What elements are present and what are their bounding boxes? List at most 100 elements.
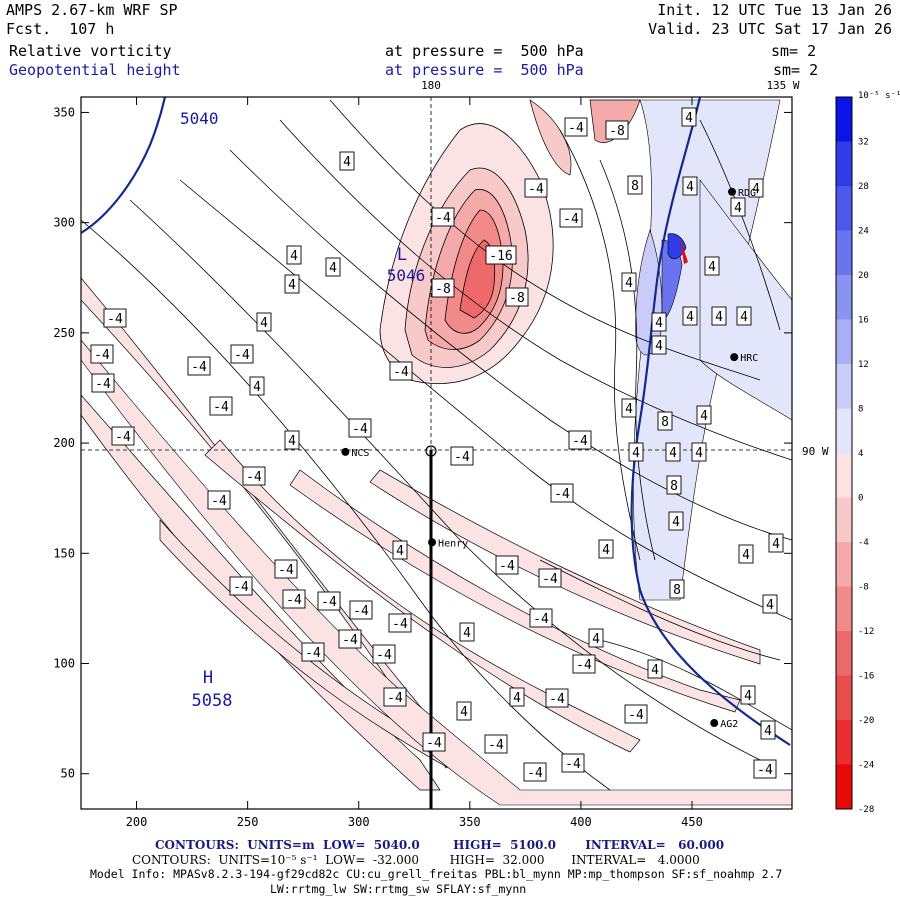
contour-label-box (284, 430, 300, 450)
colorbar-swatch (836, 497, 852, 543)
colorbar-swatch (836, 631, 852, 676)
contour-label-box (748, 178, 764, 198)
contour-label-box (588, 628, 604, 648)
contour-label: 4 (772, 537, 780, 552)
y-tick-label: 250 (53, 326, 75, 340)
contour-label: -4 (191, 360, 207, 375)
contour-label: -4 (321, 595, 337, 610)
contour-label-box (621, 398, 637, 418)
contour-label: 4 (686, 310, 694, 325)
contour-label: 8 (631, 179, 639, 194)
station-marker (730, 353, 739, 362)
contour-label: 4 (463, 626, 471, 641)
contour-label-box (651, 335, 667, 355)
contour-label: 4 (625, 402, 633, 417)
contour-label: 4 (288, 278, 296, 293)
contour-label-box (711, 306, 727, 326)
footer-height-contours: CONTOURS: UNITS=m LOW= 5040.0 HIGH= 5100… (155, 838, 725, 852)
colorbar-tick-label: -28 (858, 805, 874, 815)
low-letter: L (397, 245, 407, 265)
contour-label: 4 (742, 548, 750, 563)
contour-label-box (282, 589, 306, 609)
contour-label: 4 (632, 446, 640, 461)
colorbar-swatch (836, 675, 852, 721)
contour-label: 4 (686, 180, 694, 195)
y-tick-label: 50 (61, 767, 75, 781)
contour-label: 4 (734, 201, 742, 216)
x-tick-label: 250 (237, 815, 259, 829)
field2-name: Geopotential height (9, 61, 181, 79)
station-label: NCS (351, 448, 369, 459)
colorbar-swatch (836, 586, 852, 632)
contour-label-box (545, 688, 569, 708)
contour-label-box (103, 308, 127, 328)
station-label: HRC (740, 353, 758, 364)
contour-label-box (459, 622, 475, 642)
contour-label-box (456, 701, 472, 721)
contour-label: 4 (685, 111, 693, 126)
plot-frame (80, 96, 793, 810)
contour-label: -4 (213, 400, 229, 415)
contour-label: -8 (609, 124, 625, 139)
contour-label: 4 (764, 724, 772, 739)
contour-label: -16 (489, 249, 512, 264)
station-marker (341, 447, 350, 456)
station-marker (728, 187, 737, 196)
colorbar-swatch (836, 408, 852, 454)
contour-label-box (730, 197, 746, 217)
contour-label-box (348, 418, 372, 438)
contour-label-box (628, 442, 644, 462)
contour-label-box (538, 568, 562, 588)
contour-label-box (691, 442, 707, 462)
colorbar-swatch (836, 97, 852, 142)
contour-label-box (665, 442, 681, 462)
high-value: 5058 (192, 691, 233, 711)
contour-label: -4 (533, 612, 549, 627)
colorbar-swatch (836, 720, 852, 765)
contour-label-box (484, 734, 508, 754)
contour-labels: -4 -8 4 4 -4 -4 -4 8 4 4 4 4 4 4 -8 -16 -8 4 -4 -4 -4 -4 -4 4 -4… (90, 107, 784, 782)
contour-label: 4 (260, 316, 268, 331)
contour-label-box (523, 762, 547, 782)
colorbar-frame (835, 96, 853, 810)
init-time: Init. 12 UTC Tue 13 Jan 26 (657, 1, 892, 19)
contour-label-box (564, 117, 588, 137)
contour-label: -4 (568, 121, 584, 136)
contour-label: -8 (509, 291, 525, 306)
contour-label-box (450, 446, 474, 466)
contour-label: -4 (278, 563, 294, 578)
contour-label-box (242, 466, 266, 486)
contour-label-box (647, 659, 663, 679)
contour-label-box (666, 475, 682, 495)
contour-label-box (768, 533, 784, 553)
footer-physics-info: LW:rrtmg_lw SW:rrtmg_sw SFLAY:sf_mynn (270, 882, 527, 896)
contour-label-box (682, 176, 698, 196)
contour-label: 4 (343, 155, 351, 170)
footer-vorticity-contours: CONTOURS: UNITS=10⁻⁵ s⁻¹ LOW= -32.000 HI… (132, 853, 700, 867)
contour-label: 4 (744, 689, 752, 704)
contour-label: -4 (286, 593, 302, 608)
colorbar-tick-label: 4 (858, 449, 863, 459)
contour-label-box (621, 272, 637, 292)
contour-label-box (372, 644, 396, 664)
contour-label: -4 (549, 692, 565, 707)
forecast-hour: Fcst. 107 h (6, 20, 115, 38)
contour-label-box (568, 430, 592, 450)
contour-label-box (286, 245, 302, 265)
contour-label-box (529, 608, 553, 628)
contour-label: 4 (651, 663, 659, 678)
contour-label: 4 (766, 598, 774, 613)
colorbar-tick-label: -8 (858, 583, 869, 593)
contour-label: -4 (563, 212, 579, 227)
colorbar-swatch (836, 364, 852, 409)
contour-label: -4 (387, 691, 403, 706)
model-title: AMPS 2.67-km WRF SP (6, 1, 178, 19)
contour-label: -4 (246, 470, 262, 485)
station-marker (710, 719, 719, 728)
contour-label: 4 (602, 543, 610, 558)
contour-label: -4 (95, 377, 111, 392)
colorbar-swatch (836, 453, 852, 498)
station-label: AG2 (720, 719, 738, 730)
contour-label-box (431, 207, 455, 227)
contour-label: -4 (305, 646, 321, 661)
